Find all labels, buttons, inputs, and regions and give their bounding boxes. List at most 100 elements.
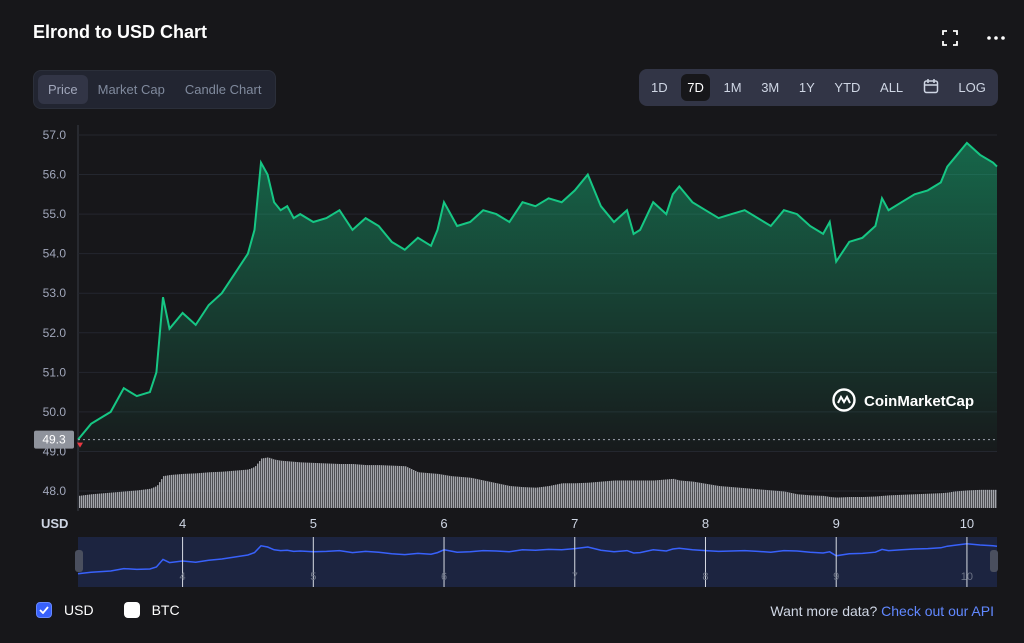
volume-bar	[203, 473, 204, 508]
volume-bar	[119, 492, 120, 508]
volume-bar	[685, 481, 686, 508]
volume-bar	[727, 487, 728, 508]
volume-bar	[935, 493, 936, 508]
volume-bars	[79, 457, 996, 508]
volume-bar	[575, 483, 576, 508]
volume-bar	[925, 494, 926, 508]
volume-bar	[125, 491, 126, 508]
legend-usd[interactable]: USD	[36, 602, 94, 618]
volume-bar	[703, 483, 704, 508]
navigator-handle[interactable]	[75, 550, 83, 572]
volume-bar	[405, 466, 406, 508]
volume-bar	[891, 495, 892, 508]
volume-bar	[83, 495, 84, 508]
open-price-label: 49.3	[42, 433, 66, 447]
volume-bar	[771, 490, 772, 508]
volume-bar	[399, 466, 400, 508]
volume-bar	[509, 486, 510, 508]
range-1d[interactable]: 1D	[645, 74, 674, 101]
legend-btc[interactable]: BTC	[124, 602, 180, 618]
volume-bar	[897, 495, 898, 508]
volume-bar	[101, 493, 102, 508]
y-tick-label: 57.0	[43, 128, 67, 142]
volume-bar	[223, 472, 224, 508]
volume-bar	[481, 480, 482, 508]
volume-bar	[689, 481, 690, 508]
volume-bar	[433, 474, 434, 508]
volume-bar	[269, 458, 270, 508]
volume-bar	[411, 469, 412, 508]
volume-bar	[987, 490, 988, 508]
volume-bar	[855, 497, 856, 508]
volume-bar	[297, 462, 298, 508]
volume-bar	[451, 476, 452, 508]
range-1y[interactable]: 1Y	[793, 74, 821, 101]
volume-bar	[769, 490, 770, 508]
checkbox-checked-icon[interactable]	[36, 602, 52, 618]
fullscreen-icon[interactable]	[940, 28, 960, 48]
volume-bar	[697, 482, 698, 508]
volume-bar	[363, 465, 364, 508]
volume-bar	[867, 497, 868, 508]
volume-bar	[687, 481, 688, 508]
tab-price[interactable]: Price	[38, 75, 88, 104]
volume-bar	[921, 494, 922, 508]
volume-bar	[749, 489, 750, 508]
volume-bar	[579, 483, 580, 508]
volume-bar	[317, 463, 318, 508]
volume-bar	[869, 497, 870, 508]
range-all[interactable]: ALL	[874, 74, 909, 101]
volume-bar	[597, 482, 598, 508]
range-7d[interactable]: 7D	[681, 74, 710, 101]
volume-bar	[409, 468, 410, 508]
volume-bar	[333, 464, 334, 508]
navigator-tick-label: 7	[572, 571, 578, 583]
volume-bar	[969, 490, 970, 508]
volume-bar	[699, 483, 700, 508]
volume-bar	[911, 494, 912, 508]
volume-bar	[923, 494, 924, 508]
x-tick-label: 6	[440, 516, 447, 531]
price-chart[interactable]: 57.0 56.0 55.0 54.0 53.0 52.0 51.0 50.0 49.0 48.0…	[0, 115, 1024, 535]
tab-candle-chart[interactable]: Candle Chart	[175, 75, 272, 104]
volume-bar	[933, 493, 934, 508]
volume-bar	[931, 494, 932, 508]
volume-bar	[617, 481, 618, 509]
volume-bar	[319, 463, 320, 508]
volume-bar	[589, 483, 590, 508]
volume-bar	[939, 493, 940, 508]
volume-bar	[323, 463, 324, 508]
volume-bar	[735, 487, 736, 508]
volume-bar	[895, 495, 896, 508]
volume-bar	[809, 495, 810, 508]
volume-bar	[745, 488, 746, 508]
api-link[interactable]: Check out our API	[881, 603, 994, 619]
volume-bar	[171, 475, 172, 508]
calendar-icon[interactable]	[917, 72, 945, 103]
volume-bar	[709, 484, 710, 508]
range-3m[interactable]: 3M	[755, 74, 785, 101]
volume-bar	[957, 491, 958, 508]
volume-bar	[963, 491, 964, 508]
range-navigator[interactable]: 4 5 6 7 8 9 10	[0, 535, 1024, 590]
more-options-icon[interactable]	[986, 28, 1006, 48]
volume-bar	[645, 481, 646, 509]
volume-bar	[151, 488, 152, 508]
range-log[interactable]: LOG	[952, 74, 991, 101]
volume-bar	[955, 491, 956, 508]
volume-bar	[177, 474, 178, 508]
checkbox-unchecked-icon[interactable]	[124, 602, 140, 618]
volume-bar	[991, 490, 992, 508]
volume-bar	[197, 473, 198, 508]
navigator-handle[interactable]	[990, 550, 998, 572]
volume-bar	[415, 471, 416, 508]
volume-bar	[623, 481, 624, 509]
volume-bar	[571, 483, 572, 508]
y-tick-label: 48.0	[43, 484, 67, 498]
range-ytd[interactable]: YTD	[828, 74, 866, 101]
volume-bar	[943, 493, 944, 508]
volume-bar	[229, 471, 230, 508]
volume-bar	[715, 485, 716, 508]
range-1m[interactable]: 1M	[718, 74, 748, 101]
tab-market-cap[interactable]: Market Cap	[88, 75, 175, 104]
